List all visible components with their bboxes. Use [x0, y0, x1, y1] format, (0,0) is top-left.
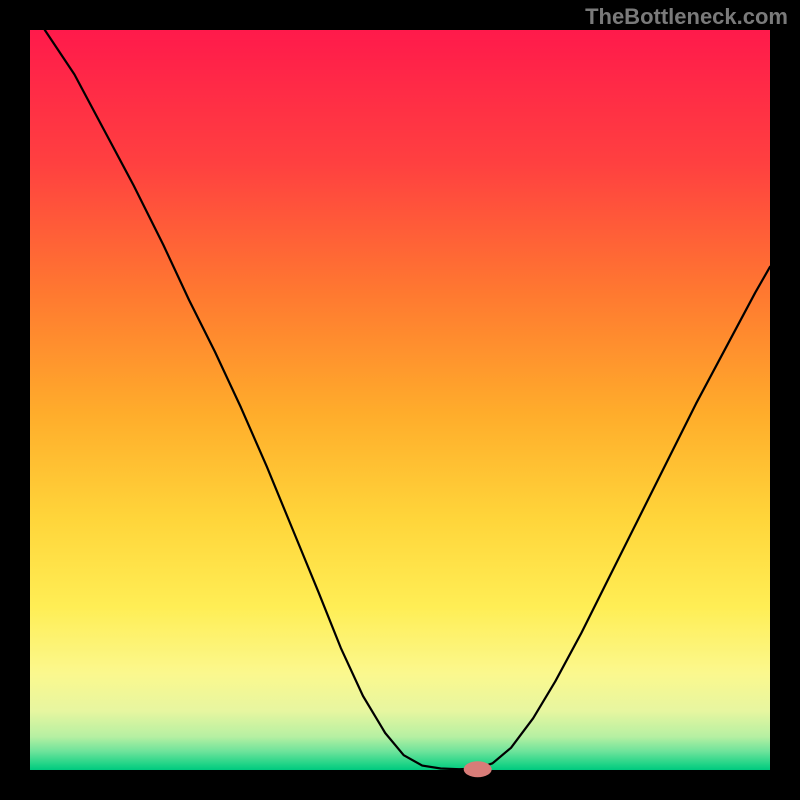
bottleneck-chart: TheBottleneck.com	[0, 0, 800, 800]
plot-area-gradient	[30, 30, 770, 770]
watermark-text: TheBottleneck.com	[585, 4, 788, 30]
chart-canvas	[0, 0, 800, 800]
optimal-point-marker	[464, 761, 492, 777]
